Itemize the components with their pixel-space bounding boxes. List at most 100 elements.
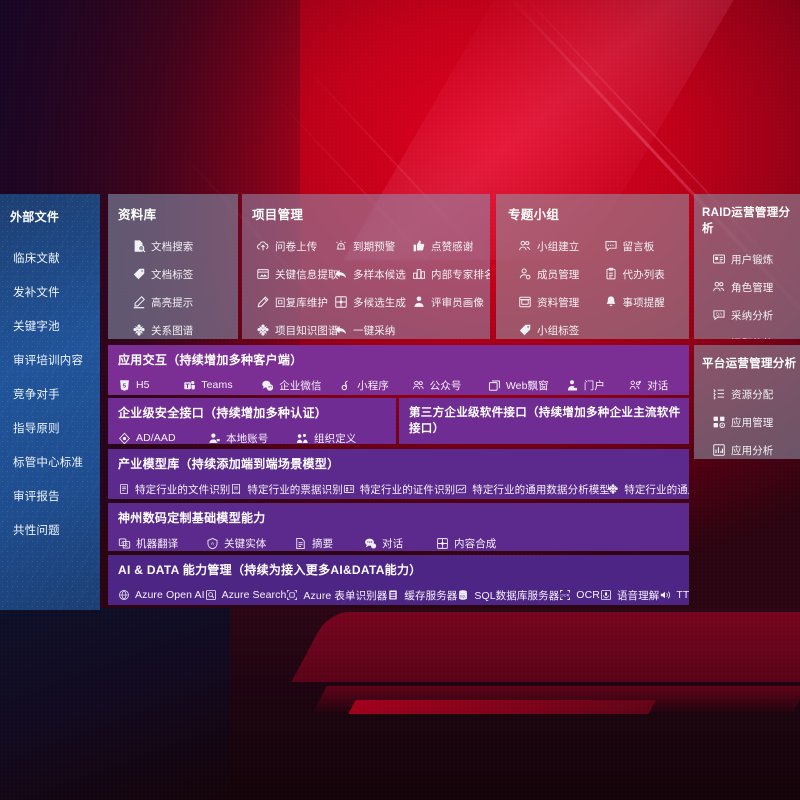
ai-item-speech-understanding[interactable]: 语音理解	[600, 584, 659, 605]
group-item-todo-list[interactable]: 代办列表	[604, 260, 690, 288]
group-item-group-tag[interactable]: 小组标签	[518, 316, 604, 339]
ai-item-azure-openai[interactable]: Azure Open AI	[118, 584, 205, 605]
platform-item-resource-allocation[interactable]: 资源分配	[712, 380, 800, 408]
item-label: 关系图谱	[151, 324, 194, 337]
group-item-create-group[interactable]: 小组建立	[518, 232, 604, 260]
alarm-icon	[334, 239, 348, 253]
item-label: 缓存服务器	[404, 589, 458, 602]
extract-window-icon	[256, 267, 270, 281]
security-item-org-definition[interactable]: 组织定义	[296, 427, 386, 444]
background-bottom-left	[0, 608, 230, 800]
sidebar-item-standards-center[interactable]: 标管中心标准	[0, 445, 100, 479]
group-item-material-management[interactable]: 资料管理	[518, 288, 604, 316]
sidebar-item-supplement-docs[interactable]: 发补文件	[0, 275, 100, 309]
sidebar-item-review-report[interactable]: 审评报告	[0, 479, 100, 513]
ai-item-azure-search[interactable]: Azure Search	[205, 584, 287, 605]
industry-item-idcard-recognition[interactable]: 特定行业的证件识别	[343, 478, 455, 499]
industry-item-invoice-recognition[interactable]: 特定行业的票据识别	[230, 478, 343, 499]
base-item-summary[interactable]: 摘要	[294, 532, 364, 551]
library-item-document-search[interactable]: 文档搜索	[132, 232, 238, 260]
security-item-local-account[interactable]: 本地账号	[208, 427, 296, 444]
sidebar-item-label: 审评培训内容	[13, 355, 84, 367]
ai-item-tts[interactable]: TTS	[659, 584, 689, 605]
raid-item-user-training[interactable]: 用户锻炼	[712, 245, 800, 273]
bell-icon	[604, 295, 618, 309]
sidebar: 外部文件 临床文献 发补文件 关键字池 审评培训内容 竞争对手 指导原则 标管中…	[0, 194, 100, 610]
project-item-reviewer-profile[interactable]: 评审员画像	[412, 288, 490, 316]
sidebar-item-common-issues[interactable]: 共性问题	[0, 513, 100, 547]
sidebar-item-competitors[interactable]: 竞争对手	[0, 377, 100, 411]
group-item-member-management[interactable]: 成员管理	[518, 260, 604, 288]
svg-text:文: 文	[124, 541, 128, 547]
app-item-teams[interactable]: Teams	[183, 374, 261, 395]
app-item-h5[interactable]: 5 H5	[118, 374, 183, 395]
speech-understand-icon	[600, 589, 612, 601]
project-item-expiry-alert[interactable]: 到期预警	[334, 232, 412, 260]
platform-item-app-analysis[interactable]: 应用分析	[712, 436, 800, 459]
item-label: 小组标签	[537, 324, 580, 337]
library-item-document-tag[interactable]: 文档标签	[132, 260, 238, 288]
item-label: 用户锻炼	[731, 253, 774, 266]
item-label: 公众号	[429, 379, 462, 392]
group-item-event-reminder[interactable]: 事项提醒	[604, 288, 690, 316]
panel-base-models-title: 神州数码定制基础模型能力	[118, 511, 266, 525]
panel-library-title: 资料库	[118, 208, 157, 222]
project-item-reply-library[interactable]: 回复库维护	[256, 288, 334, 316]
id-card-icon	[712, 252, 726, 266]
panel-raid-analysis: RAID运营管理分析 用户锻炼 角色管理 QA 采纳分析 问题趋势	[694, 194, 800, 339]
graph-network-icon	[256, 323, 270, 337]
organization-icon	[296, 432, 309, 445]
base-item-dialog[interactable]: 对话	[364, 532, 436, 551]
project-item-multi-sample-candidate[interactable]: 多样本候选	[334, 260, 412, 288]
raid-item-adoption-analysis[interactable]: QA 采纳分析	[712, 301, 800, 329]
panel-project-items: 问卷上传 到期预警 点赞感谢 关键信息提取 多样本候选 内部专家排名	[252, 232, 490, 339]
raid-item-role-management[interactable]: 角色管理	[712, 273, 800, 301]
project-item-one-click-adopt[interactable]: 一键采纳	[334, 316, 412, 339]
project-item-questionnaire-upload[interactable]: 问卷上传	[256, 232, 334, 260]
third-party-item-api-designer[interactable]: API自动化设计器	[409, 442, 559, 444]
library-item-highlight[interactable]: 高亮提示	[132, 288, 238, 316]
industry-item-file-recognition[interactable]: 特定行业的文件识别	[118, 478, 230, 499]
ai-item-ocr[interactable]: OCR OCR	[559, 584, 600, 605]
panel-raid-title: RAID运营管理分析	[702, 207, 791, 235]
security-item-ad-aad[interactable]: AD/AAD	[118, 427, 208, 444]
project-item-multi-candidate-gen[interactable]: 多候选生成	[334, 288, 412, 316]
industry-item-knowledge-graph-model[interactable]: 特定行业的通用知识图谱模型	[607, 478, 689, 499]
ai-item-form-recognizer[interactable]: Azure 表单识别器	[286, 584, 387, 605]
project-item-key-info-extract[interactable]: 关键信息提取	[256, 260, 339, 288]
item-label: OCR	[576, 589, 600, 601]
raid-item-issue-trend[interactable]: 问题趋势	[712, 329, 800, 340]
panel-group-items: 小组建立 留言板 成员管理 代办列表 资料管理 事项提醒	[508, 232, 689, 339]
project-item-knowledge-graph[interactable]: 项目知识图谱	[256, 316, 339, 339]
openai-icon	[118, 589, 130, 601]
sidebar-item-label: 共性问题	[13, 525, 60, 537]
sidebar-item-keyword-pool[interactable]: 关键字池	[0, 309, 100, 343]
sidebar-item-guidelines[interactable]: 指导原则	[0, 411, 100, 445]
cloud-upload-icon	[256, 239, 270, 253]
ai-item-sql-database-server[interactable]: SQL SQL数据库服务器	[457, 584, 559, 605]
app-item-portal[interactable]: 门户	[566, 374, 629, 395]
library-item-relation-graph[interactable]: 关系图谱	[132, 316, 238, 339]
ai-item-cache-server[interactable]: 缓存服务器	[387, 584, 457, 605]
base-item-content-synthesis[interactable]: 内容合成	[436, 532, 536, 551]
item-label: 本地账号	[226, 432, 269, 445]
app-item-dialog[interactable]: 对话	[629, 374, 689, 395]
item-label: 特定行业的文件识别	[135, 483, 231, 496]
group-item-message-board[interactable]: 留言板	[604, 232, 690, 260]
app-item-web-popup[interactable]: Web飘窗	[488, 374, 566, 395]
item-label: AD/AAD	[136, 432, 176, 444]
platform-item-app-management[interactable]: 应用管理	[712, 408, 800, 436]
sidebar-item-clinical-literature[interactable]: 临床文献	[0, 241, 100, 275]
app-item-mini-program[interactable]: 小程序	[339, 374, 412, 395]
project-item-expert-ranking[interactable]: 内部专家排名	[412, 260, 490, 288]
app-item-wechat-work[interactable]: 企业微信	[261, 374, 339, 395]
base-item-key-entity[interactable]: A 关键实体	[206, 532, 294, 551]
industry-item-data-analysis-model[interactable]: 特定行业的通用数据分析模型	[455, 478, 610, 499]
html5-icon: 5	[118, 379, 131, 392]
project-item-thanks-like[interactable]: 点赞感谢	[412, 232, 490, 260]
ranking-bars-icon	[412, 267, 426, 281]
sidebar-item-review-training[interactable]: 审评培训内容	[0, 343, 100, 377]
app-item-official-account[interactable]: 公众号	[412, 374, 488, 395]
